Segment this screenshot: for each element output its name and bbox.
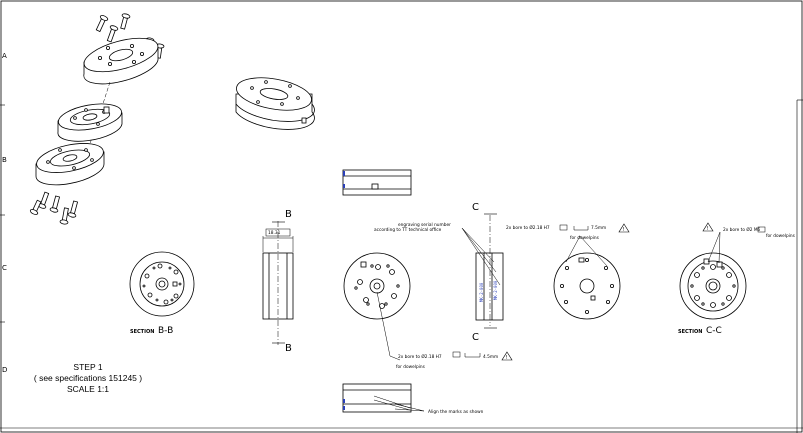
engraving-leader	[461, 227, 501, 286]
section-bb-view	[129, 251, 195, 317]
top-side-view	[342, 169, 412, 196]
right-front-view	[553, 252, 621, 320]
note-bore-bottom-line1: 2x bore to Ø2.18 H7	[398, 353, 442, 360]
top-flange-disc	[83, 37, 159, 85]
bottom-side-view	[342, 383, 412, 413]
note-bore-far-line1: 2x bore to Ø2 M6	[723, 226, 761, 233]
align-leader	[394, 403, 425, 412]
svg-text:!: !	[623, 227, 625, 233]
note-bore-far-line2: for dowelpins	[766, 233, 796, 239]
warning-icon-right: !	[618, 223, 630, 233]
section-bb-letters: B-B	[158, 326, 173, 336]
bore-leader-far	[707, 226, 766, 264]
warning-icon-bottom: !	[501, 351, 513, 361]
edge-mark-b: B	[2, 156, 7, 164]
cut-label-c-top: C	[472, 202, 479, 213]
note-align-marks: Align the marks as shown	[428, 409, 484, 415]
svg-text:!: !	[707, 226, 709, 232]
section-cc-word: SECTION	[678, 329, 702, 335]
left-edge-marks: A B C D	[2, 52, 7, 374]
edge-mark-c: C	[2, 264, 7, 272]
cut-line-c	[484, 213, 497, 329]
section-cc-letters: C-C	[706, 326, 722, 336]
middle-adapter-disc	[57, 103, 123, 142]
bore-leader-right	[559, 224, 608, 267]
bottom-base-disc	[35, 143, 105, 186]
step-scale: SCALE 1:1	[67, 384, 109, 394]
step-specification: ( see specifications 151245 )	[34, 373, 142, 383]
exploded-assembly-view	[29, 13, 165, 225]
cut-label-b-bottom: B	[285, 343, 292, 354]
warning-icon-far: !	[702, 222, 714, 232]
section-cc-view	[679, 252, 747, 320]
center-front-view	[343, 252, 411, 320]
edge-mark-a: A	[2, 52, 7, 60]
engraved-serial-text: MK-2-000	[479, 282, 484, 302]
cut-label-c-bottom: C	[472, 332, 479, 343]
cut-label-b-top: B	[285, 209, 292, 220]
section-side-view	[475, 215, 504, 326]
note-bore-right-line1: 2x bore to Ø2.18 H7	[506, 224, 550, 231]
engraved-serial-text-2: MK-2-000	[493, 280, 498, 300]
edge-ticks	[0, 104, 5, 323]
assembled-isometric-view	[235, 77, 315, 130]
section-bb-word: SECTION	[130, 329, 154, 335]
dimension-width-value: 18.31	[268, 230, 281, 236]
note-engraving-line1: engraving serial number	[398, 222, 451, 228]
cut-line-b	[272, 221, 285, 344]
note-bore-right-line2: for dowelpins	[570, 235, 600, 241]
width-dimension	[262, 228, 294, 252]
note-bore-right-depth: 7.5mm	[591, 225, 606, 231]
bore-leader-bottom	[376, 291, 481, 361]
step-title: STEP 1	[73, 362, 102, 372]
note-engraving-line2: according to TT technical office	[374, 227, 442, 233]
edge-mark-d: D	[2, 366, 7, 374]
step-block: STEP 1 ( see specifications 151245 ) SCA…	[34, 362, 142, 394]
svg-text:!: !	[506, 355, 508, 361]
note-bore-bottom-depth: 4.5mm	[483, 354, 498, 360]
bottom-screws	[29, 191, 79, 225]
note-bore-bottom-line2: for dowelpins	[396, 364, 426, 370]
side-profile-view	[262, 221, 294, 345]
